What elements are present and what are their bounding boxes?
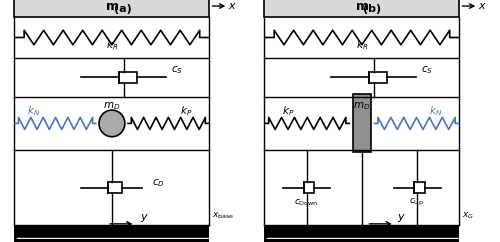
- Bar: [368, 72, 387, 83]
- Text: $m_D$: $m_D$: [354, 100, 370, 112]
- Text: $\mathbf{m}$: $\mathbf{m}$: [105, 0, 119, 13]
- Text: $c_S$: $c_S$: [170, 64, 183, 76]
- Text: $k_N$: $k_N$: [26, 104, 40, 118]
- Text: $k_P$: $k_P$: [282, 104, 294, 118]
- Text: (a): (a): [114, 4, 132, 14]
- Circle shape: [99, 110, 125, 137]
- Text: $x_G$: $x_G$: [462, 210, 474, 221]
- Text: $c_{\rm Up}$: $c_{\rm Up}$: [410, 197, 425, 208]
- Text: $y$: $y$: [140, 212, 149, 224]
- Text: (b): (b): [364, 4, 382, 14]
- Text: $\mathit{x}$: $\mathit{x}$: [228, 1, 237, 11]
- Bar: [304, 182, 314, 193]
- Bar: [118, 72, 137, 83]
- Text: $\mathbf{m}$: $\mathbf{m}$: [355, 0, 369, 13]
- Bar: [14, 225, 209, 242]
- Text: $y$: $y$: [397, 212, 406, 224]
- Text: $x_{\rm base}$: $x_{\rm base}$: [212, 210, 234, 221]
- Text: $m_D$: $m_D$: [104, 100, 120, 112]
- Text: $c_S$: $c_S$: [420, 64, 433, 76]
- Text: $k_R$: $k_R$: [356, 38, 368, 52]
- Bar: [414, 182, 424, 193]
- Text: $k_N$: $k_N$: [430, 104, 442, 118]
- Text: $\mathit{x}$: $\mathit{x}$: [478, 1, 488, 11]
- Bar: [108, 182, 122, 193]
- Bar: [352, 94, 372, 152]
- Bar: [264, 225, 460, 242]
- Text: $k_R$: $k_R$: [106, 38, 118, 52]
- Text: $k_P$: $k_P$: [180, 104, 192, 118]
- Bar: [264, 0, 460, 17]
- Text: $c_{\rm Down}$: $c_{\rm Down}$: [294, 197, 319, 208]
- Text: $c_D$: $c_D$: [152, 177, 165, 189]
- Bar: [14, 0, 209, 17]
